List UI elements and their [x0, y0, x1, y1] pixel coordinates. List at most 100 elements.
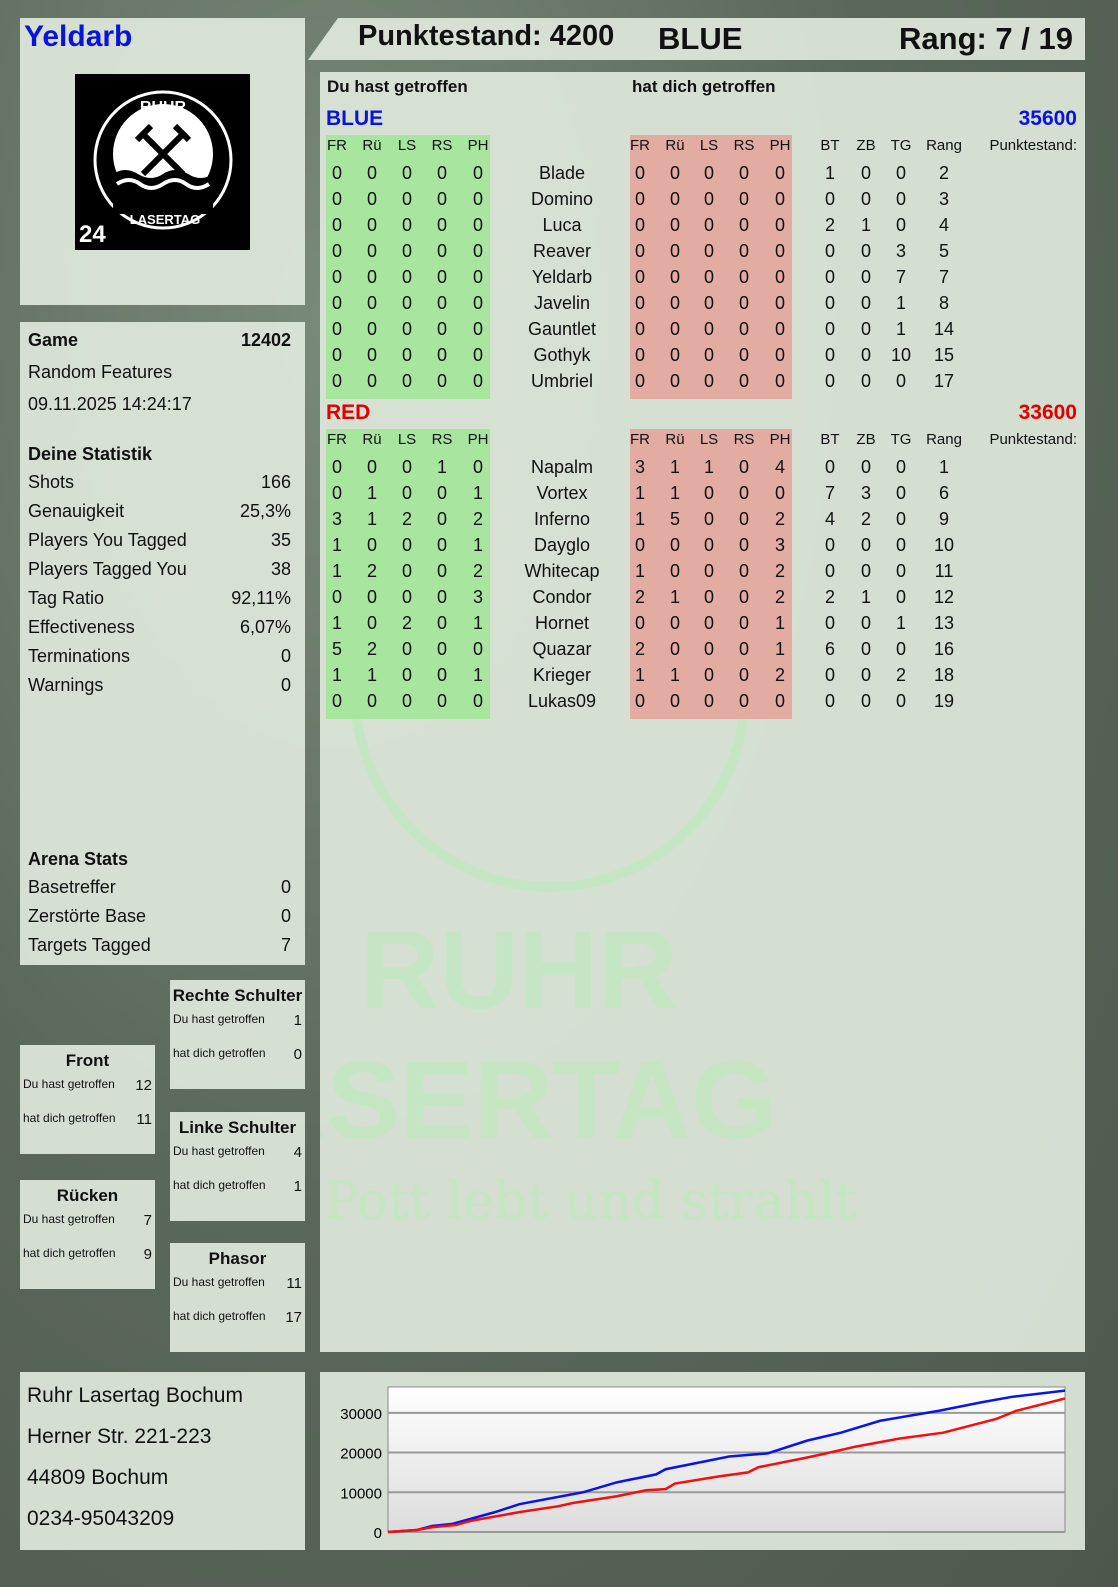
hitzone-got-value: 0 [293, 1046, 302, 1063]
stat-cell: 1 [895, 319, 907, 339]
you-hit-cell: 0 [331, 241, 343, 261]
you-hit-cell: 0 [331, 189, 343, 209]
you-hit-cell: 0 [331, 267, 343, 287]
hitzone-hit-value: 12 [135, 1077, 152, 1094]
col-header: Rang [926, 137, 962, 154]
hitzone-hit-row: Du hast getroffen 4 [173, 1144, 302, 1161]
hit-you-cell: 0 [703, 241, 715, 261]
hit-you-cell: 3 [634, 457, 646, 477]
hit-you-cell: 0 [738, 371, 750, 391]
hit-you-cell: 0 [634, 241, 646, 261]
main-panel: RUHR LASERTAG Der Pott lebt und strahlt … [320, 72, 1085, 1352]
hitzone-hit-value: 7 [143, 1212, 152, 1229]
stat-cell: 0 [824, 345, 836, 365]
stat-cell: 11 [934, 561, 954, 581]
you-hit-cell: 0 [401, 691, 413, 711]
col-header: FR [630, 431, 650, 448]
stat-cell: 9 [938, 509, 950, 529]
player-name: Napalm [530, 457, 594, 477]
hit-you-cell: 0 [738, 613, 750, 633]
col-header: Rü [665, 431, 685, 448]
you-hit-cell: 0 [331, 345, 343, 365]
you-hit-cell: 0 [366, 587, 378, 607]
player-name: Reaver [532, 241, 592, 261]
you-hit-cell: 0 [366, 613, 378, 633]
col-header: PH [769, 137, 791, 154]
hit-you-cell: 0 [774, 345, 786, 365]
you-hit-cell: 0 [331, 483, 343, 503]
y-tick-label: 10000 [340, 1485, 382, 1502]
hit-you-cell: 0 [703, 267, 715, 287]
hitzone-hit-label: Du hast getroffen [173, 1144, 265, 1158]
address-line: Ruhr Lasertag Bochum [27, 1384, 243, 1407]
you-hit-cell: 0 [436, 509, 448, 529]
player-name: Inferno [533, 509, 591, 529]
arena-row: Targets Tagged 7 [28, 935, 291, 956]
hitzone-got-row: hat dich getroffen 1 [173, 1178, 302, 1195]
player-name: Luca [542, 215, 582, 235]
col-header: BT [820, 137, 840, 154]
you-hit-cell: 0 [472, 457, 484, 477]
you-hit-cell: 1 [366, 665, 378, 685]
you-hit-cell: 0 [366, 535, 378, 555]
hit-you-cell: 0 [703, 189, 715, 209]
stat-cell: 0 [895, 163, 907, 183]
hitzone-title: Rechte Schulter [172, 986, 303, 1005]
stat-cell: 1 [860, 215, 872, 235]
address-line: Herner Str. 221-223 [27, 1425, 212, 1448]
player-name: Krieger [532, 665, 592, 685]
hit-you-cell: 0 [738, 639, 750, 659]
hitzone-hit-label: Du hast getroffen [23, 1212, 115, 1226]
hitzone-title: Front [65, 1051, 110, 1070]
you-hit-cell: 0 [366, 267, 378, 287]
hit-you-cell: 0 [703, 319, 715, 339]
stat-cell: 0 [860, 561, 872, 581]
stat-label: Players Tagged You [28, 559, 187, 579]
you-hit-cell: 0 [366, 691, 378, 711]
player-name: Umbriel [530, 371, 594, 391]
you-hit-cell: 0 [401, 535, 413, 555]
svg-text:RUHR: RUHR [140, 99, 187, 116]
hit-you-cell: 1 [669, 665, 681, 685]
team-name: BLUE [326, 107, 384, 130]
player-panel: Yeldarb RUHR LASERTAG 24 [20, 18, 305, 305]
hitzone-r-cken: Rücken Du hast getroffen 7 hat dich getroff… [20, 1180, 155, 1289]
hit-you-cell: 0 [738, 319, 750, 339]
hit-you-cell: 0 [669, 371, 681, 391]
stat-label: Shots [28, 472, 75, 492]
stat-value: 6,07% [239, 617, 291, 637]
col-header: BT [820, 431, 840, 448]
hit-you-cell: 0 [774, 241, 786, 261]
stat-value: 0 [280, 646, 291, 666]
col-header-score: Punktestand: [989, 137, 1077, 154]
hit-you-cell: 1 [703, 457, 715, 477]
stat-row: Tag Ratio 92,11% [28, 588, 291, 609]
hit-you-cell: 1 [634, 561, 646, 581]
hitzone-phasor: Phasor Du hast getroffen 11 hat dich getrof… [170, 1243, 305, 1352]
stat-cell: 10 [890, 345, 912, 365]
you-hit-cell: 2 [472, 509, 484, 529]
you-hit-cell: 1 [331, 561, 343, 581]
arena-title: Arena Stats [28, 849, 129, 869]
you-hit-cell: 0 [331, 457, 343, 477]
you-hit-cell: 1 [472, 613, 484, 633]
stat-cell: 0 [895, 587, 907, 607]
stat-cell: 6 [938, 483, 950, 503]
you-hit-cell: 1 [331, 665, 343, 685]
you-hit-cell: 0 [401, 457, 413, 477]
col-header: LS [699, 431, 719, 448]
you-hit-cell: 0 [472, 691, 484, 711]
stat-row: Warnings 0 [28, 675, 291, 696]
hit-you-cell: 0 [669, 267, 681, 287]
you-hit-cell: 0 [436, 665, 448, 685]
hit-you-cell: 0 [703, 293, 715, 313]
hit-you-cell: 5 [669, 509, 681, 529]
stats-title: Deine Statistik [28, 444, 153, 464]
stat-label: Tag Ratio [28, 588, 105, 608]
hit-you-cell: 0 [738, 267, 750, 287]
you-hit-cell: 1 [472, 535, 484, 555]
stat-cell: 6 [824, 639, 836, 659]
hit-you-cell: 1 [774, 613, 786, 633]
hit-you-cell: 0 [669, 639, 681, 659]
stat-cell: 0 [824, 665, 836, 685]
